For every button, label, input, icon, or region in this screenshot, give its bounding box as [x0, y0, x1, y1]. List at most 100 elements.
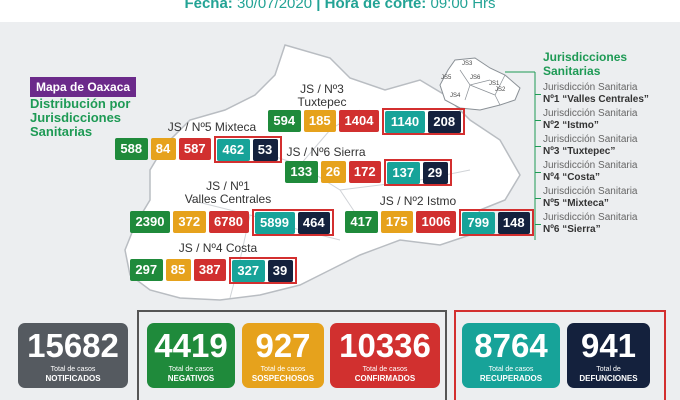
case-box: 594 [268, 110, 301, 132]
total-caption: Total de casos [260, 366, 306, 373]
total-caption: Total de casos [488, 366, 534, 373]
region-label-line: JS / Nº3 [300, 82, 344, 96]
case-box: 372 [173, 211, 206, 233]
total-kind: CONFIRMADOS [354, 374, 416, 383]
case-box: 53 [252, 139, 278, 161]
legend-line1: Jurisdicción Sanitaria [543, 108, 638, 119]
region-label: JS / Nº3 Tuxtepec [242, 83, 402, 109]
region-label-line: JS / Nº4 Costa [178, 241, 258, 255]
case-box: 85 [165, 259, 191, 281]
mini-label: JS2 [495, 87, 506, 93]
mini-label: JS6 [470, 75, 481, 81]
legend-line2: Nº5 “Mixteca” [543, 198, 609, 209]
case-box: 172 [348, 161, 381, 183]
case-box: 1404 [339, 110, 379, 132]
date: 30/07/2020 [236, 0, 313, 12]
legend-title: Jurisdicciones Sanitarias [543, 50, 628, 78]
header: Fecha: 30/07/2020 | Hora de corte: 09:00… [0, 0, 680, 12]
mini-label: JS5 [441, 75, 452, 81]
region-label-line: JS / Nº6 Sierra [286, 145, 366, 159]
legend-line2: Nº2 “Istmo” [543, 120, 599, 131]
mini-map [439, 57, 521, 111]
region-label-line: JS / Nº2 Istmo [379, 194, 457, 208]
map-tag: Mapa de Oaxaca [30, 77, 137, 97]
tested-bracket [137, 310, 447, 400]
outline-frame [251, 209, 334, 236]
mini-label: JS3 [462, 61, 473, 67]
total-value: 10336 [339, 327, 431, 364]
case-box: 297 [130, 259, 163, 281]
total-kind: RECUPERADOS [479, 374, 543, 383]
region-label: JS / Nº4 Costa [138, 242, 298, 255]
legend-line2: Nº4 “Costa” [543, 172, 600, 183]
legend-tick [535, 146, 541, 147]
total-card: 15682 Total de casos NOTIFICADOS [18, 323, 128, 388]
total-card: 927 Total de casos SOSPECHOSOS [242, 323, 324, 388]
case-box: 185 [303, 110, 336, 132]
region-label-line: Tuxtepec [297, 95, 347, 109]
separator: | [316, 0, 321, 12]
outline-frame [214, 136, 282, 163]
case-box: 175 [380, 211, 413, 233]
outline-frame [384, 159, 452, 186]
total-kind: DEFUNCIONES [579, 374, 638, 383]
total-value: 15682 [27, 327, 119, 364]
region-label: JS / Nº1 Valles Centrales [148, 180, 308, 206]
legend-tick [535, 172, 541, 173]
case-box: 588 [115, 138, 148, 160]
case-box: 464 [297, 212, 330, 234]
case-box: 148 [497, 212, 530, 234]
total-caption: Total de casos [362, 366, 408, 373]
legend-line1: Jurisdicción Sanitaria [543, 212, 638, 223]
case-box: 5899 [254, 212, 295, 234]
total-caption: Total de [596, 366, 621, 373]
header-band [0, 0, 680, 22]
total-kind: NOTIFICADOS [45, 374, 101, 383]
case-box: 417 [345, 211, 378, 233]
case-box: 2390 [130, 211, 170, 233]
total-caption: Total de casos [168, 366, 214, 373]
total-value: 927 [255, 327, 311, 364]
total-value: 941 [580, 327, 637, 364]
total-card: 941 Total de DEFUNCIONES [567, 323, 650, 388]
case-box: 387 [193, 259, 226, 281]
case-box: 29 [422, 162, 448, 184]
legend-line2: Nº1 “Valles Centrales” [543, 94, 649, 105]
total-kind: SOSPECHOSOS [251, 374, 315, 383]
region-label: JS / Nº5 Mixteca [132, 121, 292, 134]
legend-line1: Jurisdicción Sanitaria [543, 134, 638, 145]
legend-line2: Nº3 “Tuxtepec” [543, 146, 616, 157]
legend-line2: Nº6 “Sierra” [543, 224, 601, 235]
region-label: JS / Nº2 Istmo [338, 195, 498, 208]
region-label-line: JS / Nº5 Mixteca [167, 120, 257, 134]
legend-item: Jurisdicción Sanitaria Nº5 “Mixteca” [543, 186, 638, 210]
total-value: 8764 [474, 327, 548, 364]
case-box: 462 [217, 139, 250, 161]
legend-line1: Jurisdicción Sanitaria [543, 186, 638, 197]
total-kind: NEGATIVOS [167, 374, 215, 383]
total-caption: Total de casos [50, 366, 96, 373]
case-box: 1006 [416, 211, 456, 233]
outline-frame [382, 108, 465, 135]
legend-item: Jurisdicción Sanitaria Nº1 “Valles Centra… [543, 82, 649, 106]
outcome-bracket [454, 310, 666, 400]
total-value: 4419 [154, 327, 228, 364]
legend-tick [535, 198, 541, 199]
case-box: 39 [267, 260, 293, 282]
total-card: 4419 Total de casos NEGATIVOS [147, 323, 235, 388]
case-box: 137 [387, 162, 420, 184]
case-box: 84 [150, 138, 176, 160]
region-label-line: JS / Nº1 [206, 179, 250, 193]
legend-tick [535, 224, 541, 225]
mini-label: JS1 [489, 81, 500, 87]
date-label: Fecha: [184, 0, 233, 12]
case-box: 133 [285, 161, 318, 183]
legend-item: Jurisdicción Sanitaria Nº2 “Istmo” [543, 108, 638, 132]
legend-tick [535, 120, 541, 121]
case-box: 327 [232, 260, 265, 282]
outline-frame [229, 257, 297, 284]
case-box: 1140 [385, 111, 425, 133]
case-box: 208 [428, 111, 461, 133]
legend-item: Jurisdicción Sanitaria Nº3 “Tuxtepec” [543, 134, 638, 158]
